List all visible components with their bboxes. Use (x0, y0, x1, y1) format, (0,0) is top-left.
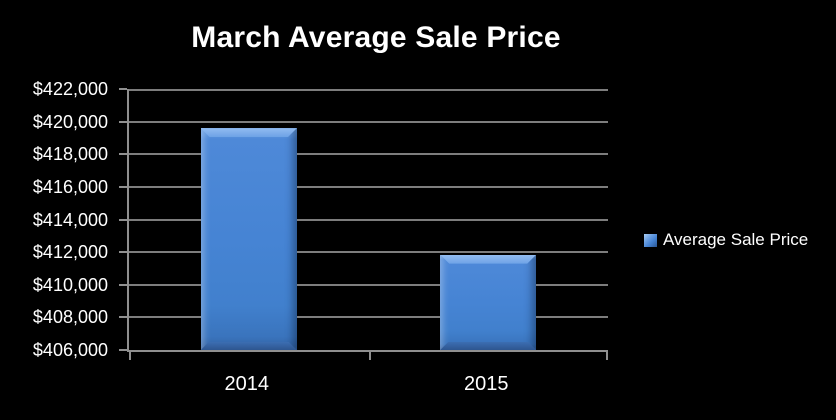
y-axis-label: $406,000 (32, 340, 108, 360)
legend-marker-icon (644, 233, 657, 247)
gridline (129, 316, 608, 319)
gridline (129, 251, 608, 254)
chart-title: March Average Sale Price (191, 21, 561, 54)
bar-2015 (440, 254, 537, 350)
y-axis-labels: $422,000 $420,000 $418,000 $416,000 $414,000… (0, 79, 108, 360)
bar-face (200, 128, 297, 350)
x-axis-label: 2015 (464, 373, 509, 395)
legend: Average Sale Price (644, 230, 808, 250)
plot-area (119, 88, 608, 360)
gridline (129, 218, 608, 221)
y-axis-tick (119, 120, 127, 123)
y-axis-tick (119, 218, 127, 221)
bar-face (440, 254, 537, 350)
bar-bottom-bevel (440, 342, 536, 350)
bar-top-bevel (201, 128, 297, 137)
gridline (129, 153, 608, 156)
legend-label: Average Sale Price (663, 230, 809, 249)
y-axis-label: $410,000 (32, 274, 108, 295)
y-axis-label: $414,000 (32, 209, 108, 230)
y-axis-tick (119, 283, 127, 286)
x-axis-tick (606, 352, 608, 360)
bar-2014 (200, 128, 297, 350)
y-axis-label: $412,000 (32, 242, 108, 263)
y-axis-tick (119, 316, 127, 319)
gridline (129, 120, 608, 123)
bar-top-bevel (440, 255, 536, 264)
y-axis-label: $418,000 (32, 144, 108, 165)
y-axis-tick (119, 88, 127, 90)
gridline (129, 283, 608, 286)
x-axis-tick (129, 352, 131, 360)
gridline (129, 185, 608, 188)
y-axis-label: $408,000 (32, 307, 108, 328)
x-axis-labels: 2014 2015 (127, 373, 608, 399)
y-axis-tick (119, 153, 127, 156)
y-axis-tick (119, 251, 127, 254)
y-axis-label: $420,000 (32, 111, 108, 132)
x-axis-tick (368, 352, 371, 360)
x-axis-label: 2014 (224, 373, 270, 395)
y-axis-tick (119, 349, 127, 351)
y-axis-label: $416,000 (32, 176, 108, 197)
y-axis-tick (119, 185, 127, 188)
y-axis-label: $422,000 (32, 79, 108, 99)
bar-bottom-bevel (201, 342, 297, 350)
gridline (129, 89, 608, 91)
